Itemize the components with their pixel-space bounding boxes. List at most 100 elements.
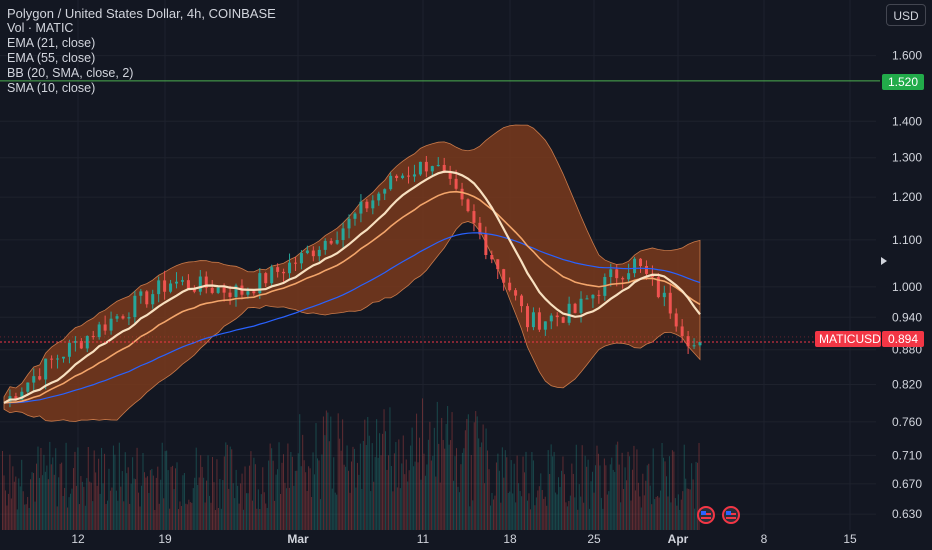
currency-button[interactable]: USD <box>886 4 926 26</box>
volume-bar <box>441 417 443 530</box>
volume-bar <box>266 507 268 530</box>
volume-bar <box>658 497 660 530</box>
alert-price-label[interactable]: 1.520 <box>882 74 924 90</box>
volume-bar <box>72 468 74 530</box>
volume-bar <box>109 490 111 530</box>
volume-bar <box>389 407 391 530</box>
candle-body <box>502 269 506 283</box>
candle-body <box>472 211 476 223</box>
volume-bar <box>106 500 108 530</box>
volume-bar <box>311 496 313 530</box>
volume-bar <box>640 507 642 530</box>
symbol-title[interactable]: Polygon / United States Dollar, 4h, COIN… <box>7 6 276 21</box>
volume-bar <box>524 472 526 530</box>
volume-bar <box>46 465 48 530</box>
x-tick-label: 15 <box>843 532 857 546</box>
candle-body <box>424 161 428 172</box>
volume-bar <box>586 466 588 530</box>
volume-bar <box>15 476 17 530</box>
volume-bar <box>634 490 636 530</box>
indicator-bb[interactable]: BB (20, SMA, close, 2) <box>7 66 134 80</box>
volume-bar <box>512 493 514 530</box>
us-flag-event-icon[interactable] <box>697 506 715 524</box>
volume-bar <box>43 454 45 530</box>
volume-bar <box>248 465 250 530</box>
volume-bar <box>146 476 148 530</box>
volume-bar <box>27 496 29 530</box>
volume-bar <box>19 486 21 530</box>
volume-bar <box>342 419 344 530</box>
candle-body <box>44 358 48 380</box>
volume-bar <box>37 446 39 530</box>
volume-bar <box>89 481 91 530</box>
volume-bar <box>40 447 42 530</box>
volume-bar <box>574 497 576 530</box>
volume-bar <box>260 494 262 530</box>
volume-bar <box>247 493 249 530</box>
volume-bar <box>328 441 330 530</box>
volume-bar <box>466 418 468 530</box>
volume-bar <box>238 503 240 530</box>
candle-body <box>686 336 690 347</box>
volume-bar <box>52 457 54 530</box>
scroll-right-arrow-icon[interactable] <box>881 257 887 265</box>
candle-body <box>520 295 524 307</box>
candle-body <box>442 164 446 173</box>
candle-body <box>222 287 226 293</box>
volume-bar <box>194 477 196 530</box>
volume-bar <box>170 466 172 530</box>
volume-bar <box>265 503 267 530</box>
us-flag-event-icon[interactable] <box>722 506 740 524</box>
indicator-ema-55[interactable]: EMA (55, close) <box>7 51 96 65</box>
volume-bar <box>643 495 645 530</box>
volume-bar <box>99 493 101 530</box>
volume-bar <box>623 488 625 530</box>
volume-bar <box>149 470 151 530</box>
volume-bar <box>327 412 329 530</box>
volume-bar <box>123 501 125 530</box>
volume-bar <box>663 457 665 530</box>
volume-bar <box>288 487 290 530</box>
volume-bar <box>461 452 463 530</box>
volume-bar <box>148 493 150 530</box>
volume-bar <box>688 488 690 530</box>
y-axis: 1.6001.4001.3001.2001.1001.0000.9400.880… <box>892 49 922 522</box>
volume-bar <box>581 445 583 530</box>
volume-bar <box>195 447 197 530</box>
volume-bar <box>679 509 681 530</box>
volume-bars <box>2 398 700 530</box>
bollinger-bands <box>3 124 701 422</box>
volume-bar <box>316 458 318 530</box>
indicator-sma-10[interactable]: SMA (10, close) <box>7 81 96 95</box>
volume-bar <box>16 509 18 530</box>
indicator-ema-21[interactable]: EMA (21, close) <box>7 36 96 50</box>
volume-bar <box>555 492 557 530</box>
volume-bar <box>460 464 462 530</box>
volume-bar <box>600 497 602 530</box>
volume-bar <box>631 469 633 530</box>
volume-bar <box>537 490 539 530</box>
volume-bar <box>180 506 182 530</box>
candle-body <box>127 317 131 319</box>
price-lines <box>0 80 880 343</box>
volume-bar <box>210 502 212 530</box>
volume-bar <box>78 504 80 530</box>
indicator-volume[interactable]: Vol · MATIC <box>7 21 74 35</box>
volume-bar <box>340 450 342 530</box>
candle-body <box>490 255 494 260</box>
volume-bar <box>98 458 100 530</box>
volume-bar <box>24 504 26 530</box>
candle-body <box>353 213 357 219</box>
volume-bar <box>683 444 685 530</box>
candle-body <box>133 295 137 318</box>
volume-bar <box>34 501 36 530</box>
candle-body <box>555 315 559 318</box>
volume-bar <box>592 471 594 530</box>
volume-bar <box>49 441 51 530</box>
volume-bar <box>380 455 382 530</box>
volume-bar <box>390 465 392 530</box>
volume-bar <box>432 455 434 530</box>
volume-bar <box>282 454 284 530</box>
volume-bar <box>348 470 350 530</box>
